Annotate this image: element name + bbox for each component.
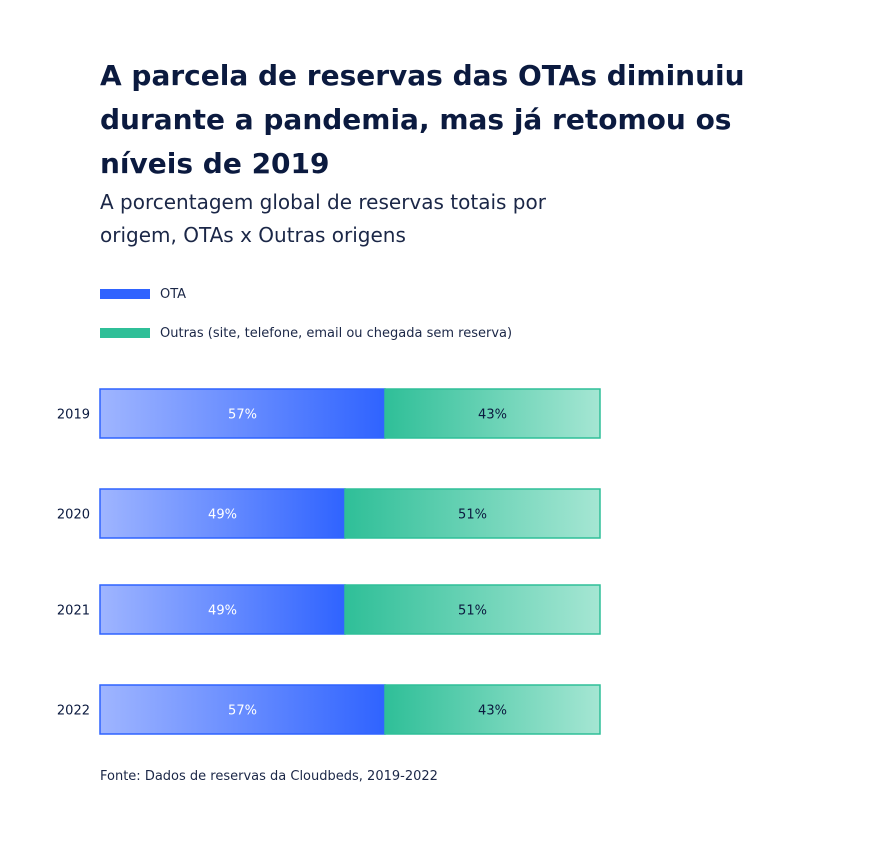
- data-label-outras-2020: 51%: [458, 508, 487, 523]
- data-label-ota-2020: 49%: [208, 508, 237, 523]
- bar-ota-2020: [99, 488, 346, 539]
- bar-ota-2021: [99, 584, 346, 635]
- data-label-ota-2021: 49%: [208, 604, 237, 619]
- data-label-outras-2022: 43%: [478, 704, 507, 719]
- data-label-ota-2019: 57%: [228, 408, 257, 423]
- legend-label-outras: Outras (site, telefone, email ou chegada…: [160, 325, 513, 341]
- bar-outras-2019: [384, 388, 601, 439]
- data-label-outras-2019: 43%: [478, 408, 507, 423]
- category-label-2020: 2020: [57, 508, 90, 523]
- category-label-2019: 2019: [57, 408, 90, 423]
- category-label-2022: 2022: [57, 704, 90, 719]
- category-label-2021: 2021: [57, 604, 90, 619]
- source-note: Fonte: Dados de reservas da Cloudbeds, 2…: [100, 769, 438, 784]
- legend-label-ota: OTA: [160, 286, 187, 302]
- chart-title: A parcela de reservas das OTAs diminuiu …: [100, 59, 745, 180]
- legend-item-outras: Outras (site, telefone, email ou chegada…: [100, 325, 512, 341]
- bar-ota-2022: [99, 684, 386, 735]
- data-label-ota-2022: 57%: [228, 704, 257, 719]
- data-label-outras-2021: 51%: [458, 604, 487, 619]
- bar-outras-2021: [344, 584, 601, 635]
- legend-item-ota: OTA: [100, 286, 186, 302]
- legend-swatch-outras: [100, 328, 150, 338]
- chart-subtitle: A porcentagem global de reservas totais …: [100, 190, 546, 247]
- legend-swatch-ota: [100, 289, 150, 299]
- bar-outras-2022: [384, 684, 601, 735]
- bar-outras-2020: [344, 488, 601, 539]
- bar-ota-2019: [99, 388, 386, 439]
